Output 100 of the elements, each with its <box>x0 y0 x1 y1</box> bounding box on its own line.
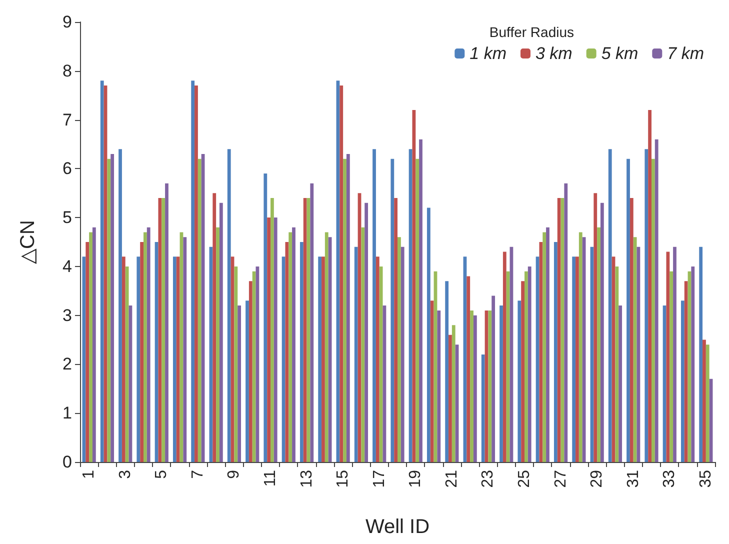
bar <box>390 158 394 462</box>
bar <box>310 183 314 462</box>
bar <box>264 174 268 462</box>
bar <box>600 202 604 462</box>
x-tick-label: 9 <box>226 470 243 479</box>
bar <box>528 266 532 462</box>
bar <box>644 149 648 462</box>
bar <box>86 242 90 462</box>
bar <box>267 218 270 462</box>
bar <box>158 198 162 462</box>
bar <box>285 242 289 462</box>
bar <box>502 252 506 462</box>
bar <box>546 227 550 462</box>
bar <box>597 227 600 462</box>
y-tick-label: 1 <box>62 404 72 423</box>
x-tick-label: 23 <box>480 470 497 488</box>
bar <box>452 325 456 462</box>
bar <box>92 227 96 462</box>
bar <box>470 310 474 462</box>
bar <box>136 256 140 462</box>
bar <box>445 281 449 462</box>
bar <box>216 227 220 462</box>
bar <box>576 256 579 462</box>
bar <box>437 310 441 462</box>
x-tick-label: 19 <box>407 470 424 488</box>
bar <box>107 158 111 462</box>
bar <box>416 158 420 462</box>
bar <box>572 256 576 462</box>
bar <box>110 154 114 462</box>
bar <box>666 252 670 462</box>
bar <box>238 306 242 462</box>
bar <box>412 110 416 462</box>
bar <box>364 202 368 462</box>
bar <box>165 183 168 462</box>
bar <box>191 80 195 462</box>
bar <box>118 149 122 462</box>
bar <box>448 334 452 462</box>
bar <box>481 354 485 462</box>
bar <box>673 246 676 462</box>
x-tick-label: 11 <box>262 470 279 487</box>
bar <box>300 242 304 462</box>
x-tick-label: 1 <box>80 470 98 479</box>
bar <box>354 246 358 462</box>
bar <box>292 227 296 462</box>
y-tick-label: 3 <box>62 306 72 325</box>
y-tick-label: 8 <box>62 61 72 80</box>
bar <box>466 276 470 462</box>
bar <box>521 281 524 462</box>
bar <box>144 232 147 462</box>
x-tick-label: 5 <box>153 470 170 479</box>
bar <box>419 139 422 462</box>
bar <box>400 246 404 462</box>
bar <box>318 256 322 462</box>
bar <box>234 266 238 462</box>
y-tick-label: 0 <box>62 452 72 472</box>
bar <box>303 198 307 462</box>
bar <box>542 232 546 462</box>
legend-title: Buffer Radius <box>489 24 574 40</box>
bar <box>539 242 543 462</box>
bar <box>100 80 104 462</box>
y-tick-label: 4 <box>62 256 72 276</box>
bar <box>626 158 630 462</box>
bar <box>372 149 376 462</box>
bar <box>89 232 92 462</box>
bar <box>608 149 612 462</box>
bar <box>376 256 380 462</box>
bar <box>648 110 652 462</box>
legend-label: 3 km <box>535 44 572 63</box>
x-tick-label: 13 <box>298 470 316 488</box>
bar <box>212 193 216 462</box>
x-tick-label: 29 <box>588 470 606 488</box>
bar <box>557 198 561 462</box>
bar <box>361 227 365 462</box>
bar <box>506 271 510 462</box>
bar <box>578 232 582 462</box>
bar <box>394 198 398 462</box>
x-tick-label: 25 <box>516 470 533 488</box>
x-tick-label: 21 <box>443 470 460 488</box>
bar <box>398 237 401 462</box>
bar <box>227 149 231 462</box>
bar <box>183 237 187 462</box>
bar <box>122 256 126 462</box>
bar <box>274 218 278 462</box>
legend-label: 7 km <box>667 44 704 63</box>
bar <box>706 344 710 462</box>
bar <box>615 266 619 462</box>
x-tick-label: 35 <box>697 470 714 488</box>
x-tick-label: 33 <box>661 470 678 488</box>
bar <box>488 310 492 462</box>
bar <box>176 256 180 462</box>
bar <box>680 300 684 462</box>
bar <box>146 227 150 462</box>
bar <box>270 198 274 462</box>
bar <box>140 242 144 462</box>
bar <box>379 266 383 462</box>
bar <box>630 198 634 462</box>
bar <box>564 183 568 462</box>
bar <box>172 256 176 462</box>
bar <box>198 158 202 462</box>
bar <box>633 237 637 462</box>
